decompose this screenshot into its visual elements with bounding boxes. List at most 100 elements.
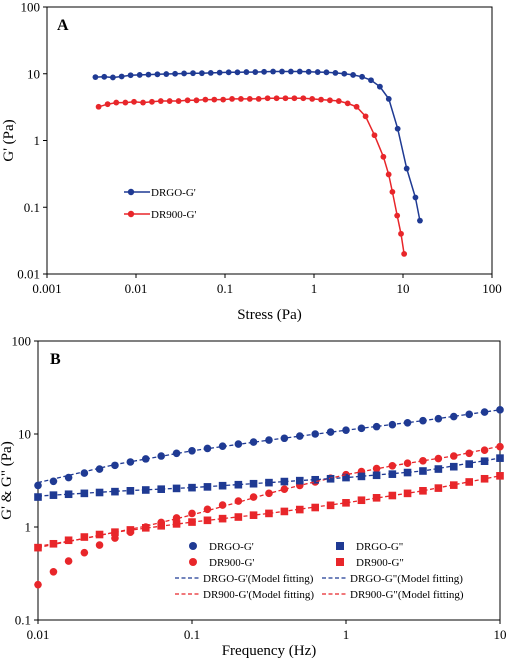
data-point bbox=[323, 69, 330, 76]
data-point bbox=[190, 70, 196, 77]
data-point bbox=[218, 501, 227, 509]
legend-item: DR900-G' bbox=[189, 557, 254, 569]
legend-label: DR900-G"(Model fitting) bbox=[350, 589, 464, 601]
plot-area-a bbox=[46, 6, 493, 275]
data-point bbox=[394, 212, 401, 219]
data-point bbox=[264, 95, 271, 102]
legend-label: DR900-G' bbox=[151, 209, 196, 221]
data-point bbox=[403, 418, 412, 427]
legend-item: DRGO-G" bbox=[336, 541, 403, 553]
y-tick-label: 0.01 bbox=[17, 267, 40, 282]
data-point bbox=[122, 99, 129, 106]
data-point bbox=[380, 153, 387, 160]
data-point bbox=[234, 480, 243, 489]
data-point bbox=[141, 455, 150, 463]
data-point bbox=[157, 485, 166, 493]
data-point bbox=[64, 557, 73, 565]
x-tick-label: 100 bbox=[482, 281, 502, 296]
y-tick-label: 10 bbox=[27, 66, 40, 81]
data-point bbox=[280, 485, 289, 493]
data-point bbox=[388, 470, 397, 478]
data-point bbox=[398, 230, 404, 237]
data-point bbox=[175, 98, 182, 104]
data-point bbox=[64, 490, 73, 499]
data-point bbox=[218, 442, 227, 450]
data-point bbox=[34, 580, 42, 589]
data-point bbox=[403, 468, 412, 477]
data-point bbox=[149, 98, 155, 105]
data-point bbox=[385, 171, 392, 178]
legend-marker bbox=[127, 188, 135, 196]
data-point bbox=[238, 95, 244, 102]
data-point bbox=[34, 543, 42, 552]
data-point bbox=[295, 432, 304, 440]
data-point bbox=[111, 487, 119, 496]
data-point bbox=[92, 74, 99, 81]
data-point bbox=[202, 96, 209, 103]
data-point bbox=[172, 70, 179, 77]
x-tick-label: 1 bbox=[343, 627, 350, 642]
data-point bbox=[270, 68, 276, 75]
series-line bbox=[98, 97, 405, 255]
y-tick-label: 100 bbox=[12, 334, 32, 349]
data-point bbox=[252, 69, 259, 75]
series-a bbox=[92, 68, 423, 257]
data-point bbox=[188, 509, 196, 518]
data-point bbox=[353, 103, 360, 110]
y-tick-label: 100 bbox=[21, 0, 41, 15]
data-point bbox=[282, 95, 289, 102]
legend-label: DRGO-G' bbox=[151, 187, 196, 199]
legend-item: DR900-G'(Model fitting) bbox=[175, 589, 314, 601]
data-point bbox=[327, 97, 333, 104]
data-point bbox=[449, 481, 458, 489]
x-tick-label: 0.001 bbox=[32, 281, 61, 296]
data-point bbox=[449, 412, 458, 421]
data-point bbox=[419, 487, 427, 495]
data-point bbox=[95, 530, 104, 539]
data-point bbox=[261, 68, 268, 75]
fit-line bbox=[37, 457, 501, 497]
data-point bbox=[198, 70, 205, 77]
data-point bbox=[118, 73, 125, 80]
data-point bbox=[265, 509, 273, 518]
legend-label: DRGO-G'(Model fitting) bbox=[203, 573, 314, 585]
legend-item: DRGO-G"(Model fitting) bbox=[322, 573, 463, 585]
y-tick-label: 1 bbox=[34, 133, 41, 148]
series-4 bbox=[37, 409, 501, 484]
data-point bbox=[401, 251, 408, 257]
data-point bbox=[357, 472, 366, 481]
data-point bbox=[109, 74, 116, 81]
data-point bbox=[449, 462, 458, 471]
data-point bbox=[362, 113, 369, 120]
legend-item: DR900-G"(Model fitting) bbox=[322, 589, 464, 601]
data-point bbox=[372, 494, 381, 502]
plot-area-b bbox=[37, 340, 501, 621]
data-point bbox=[225, 69, 232, 76]
legend-a: DRGO-G' DR900-G' bbox=[124, 187, 196, 221]
data-point bbox=[64, 536, 73, 545]
data-point bbox=[287, 68, 294, 75]
x-tick-label: 0.01 bbox=[27, 627, 50, 642]
data-point bbox=[181, 70, 187, 77]
data-point bbox=[296, 68, 303, 75]
panel-a-label: A bbox=[57, 17, 69, 34]
data-point bbox=[141, 524, 150, 532]
x-axis-title-a: Stress (Pa) bbox=[237, 307, 302, 323]
data-point bbox=[249, 438, 258, 446]
data-point bbox=[163, 71, 170, 77]
data-point bbox=[166, 98, 173, 104]
data-point bbox=[95, 103, 102, 110]
data-point bbox=[113, 99, 120, 106]
data-point bbox=[314, 69, 321, 75]
data-point bbox=[332, 69, 339, 76]
data-point bbox=[291, 95, 298, 102]
data-point bbox=[385, 95, 392, 102]
y-tick-label: 10 bbox=[18, 427, 31, 442]
data-point bbox=[111, 534, 119, 542]
data-point bbox=[305, 68, 312, 75]
data-point bbox=[300, 95, 307, 102]
data-point bbox=[273, 95, 280, 102]
data-point bbox=[193, 97, 200, 104]
